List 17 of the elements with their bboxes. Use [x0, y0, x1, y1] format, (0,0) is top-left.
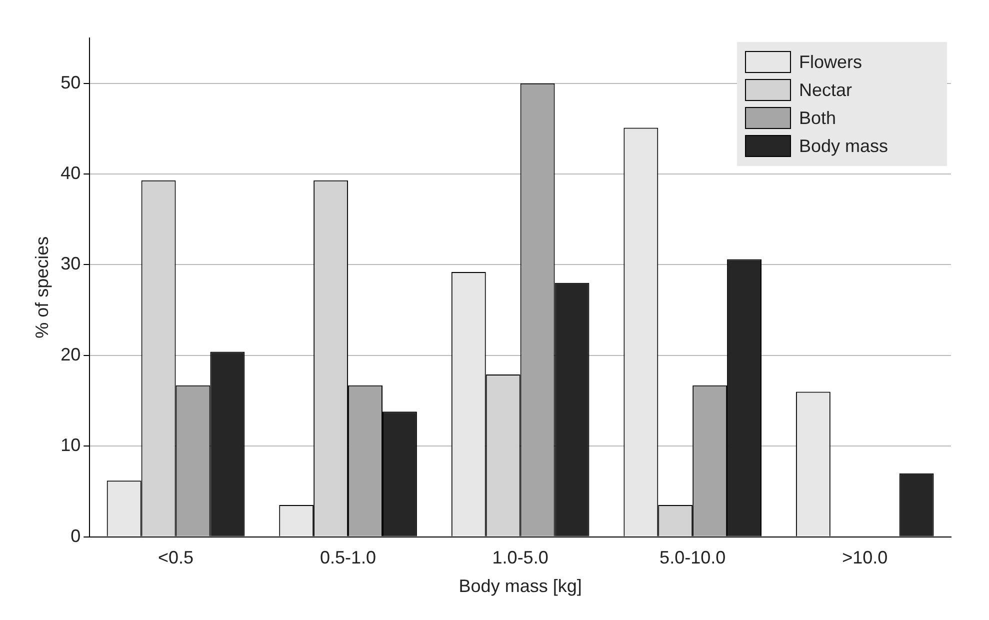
x-tick-label: >10.0 — [842, 548, 888, 568]
x-tick-label: 0.5-1.0 — [320, 548, 376, 568]
x-tick-label: 1.0-5.0 — [492, 548, 548, 568]
y-tick-label: 10 — [60, 435, 81, 456]
legend-label: Nectar — [799, 80, 852, 100]
y-tick-label: 20 — [60, 344, 81, 364]
y-tick-label: 30 — [60, 254, 81, 274]
legend-label: Body mass — [799, 136, 888, 156]
y-tick-label: 0 — [70, 526, 81, 546]
legend-label: Both — [799, 108, 836, 128]
y-tick-label: 40 — [60, 163, 81, 184]
legend-label: Flowers — [799, 52, 862, 72]
y-tick-label: 50 — [60, 72, 81, 92]
x-tick-label: 5.0-10.0 — [660, 548, 726, 568]
y-axis-title: % of species — [32, 236, 52, 338]
x-axis-title: Body mass [kg] — [458, 576, 582, 596]
x-tick-label: <0.5 — [158, 548, 194, 568]
